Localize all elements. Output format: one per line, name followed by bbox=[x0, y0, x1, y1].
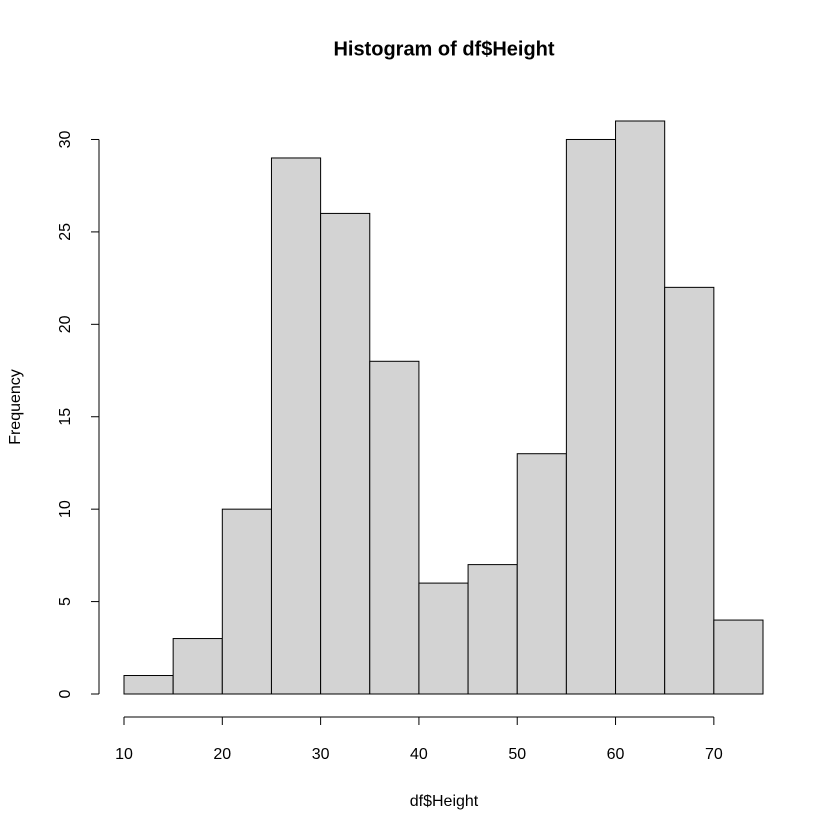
x-tick-label: 50 bbox=[508, 746, 526, 763]
bar bbox=[320, 212, 371, 695]
bar bbox=[418, 582, 469, 695]
bar bbox=[565, 138, 617, 695]
x-axis-label: df$Height bbox=[410, 793, 479, 810]
x-tick-label: 40 bbox=[410, 746, 428, 763]
bar bbox=[615, 120, 666, 695]
bar bbox=[172, 638, 223, 695]
bar bbox=[713, 619, 764, 695]
y-tick-label: 20 bbox=[57, 315, 74, 333]
bar bbox=[123, 675, 174, 695]
y-axis-label: Frequency bbox=[7, 369, 24, 445]
y-tick-label: 0 bbox=[57, 689, 74, 698]
y-tick-label: 5 bbox=[57, 597, 74, 606]
bar bbox=[221, 508, 272, 695]
bar bbox=[369, 360, 420, 695]
bar bbox=[516, 453, 567, 695]
bar bbox=[664, 286, 715, 695]
bar bbox=[467, 564, 518, 695]
y-tick-label: 25 bbox=[57, 223, 74, 241]
x-tick-label: 70 bbox=[705, 746, 723, 763]
y-tick-label: 10 bbox=[57, 500, 74, 518]
x-tick-label: 30 bbox=[312, 746, 330, 763]
chart-title: Histogram of df$Height bbox=[333, 38, 554, 60]
y-tick-label: 30 bbox=[57, 130, 74, 148]
bar bbox=[270, 157, 322, 695]
x-tick-label: 60 bbox=[607, 746, 625, 763]
x-tick-label: 10 bbox=[115, 746, 133, 763]
y-tick-label: 15 bbox=[57, 408, 74, 426]
x-tick-label: 20 bbox=[213, 746, 231, 763]
